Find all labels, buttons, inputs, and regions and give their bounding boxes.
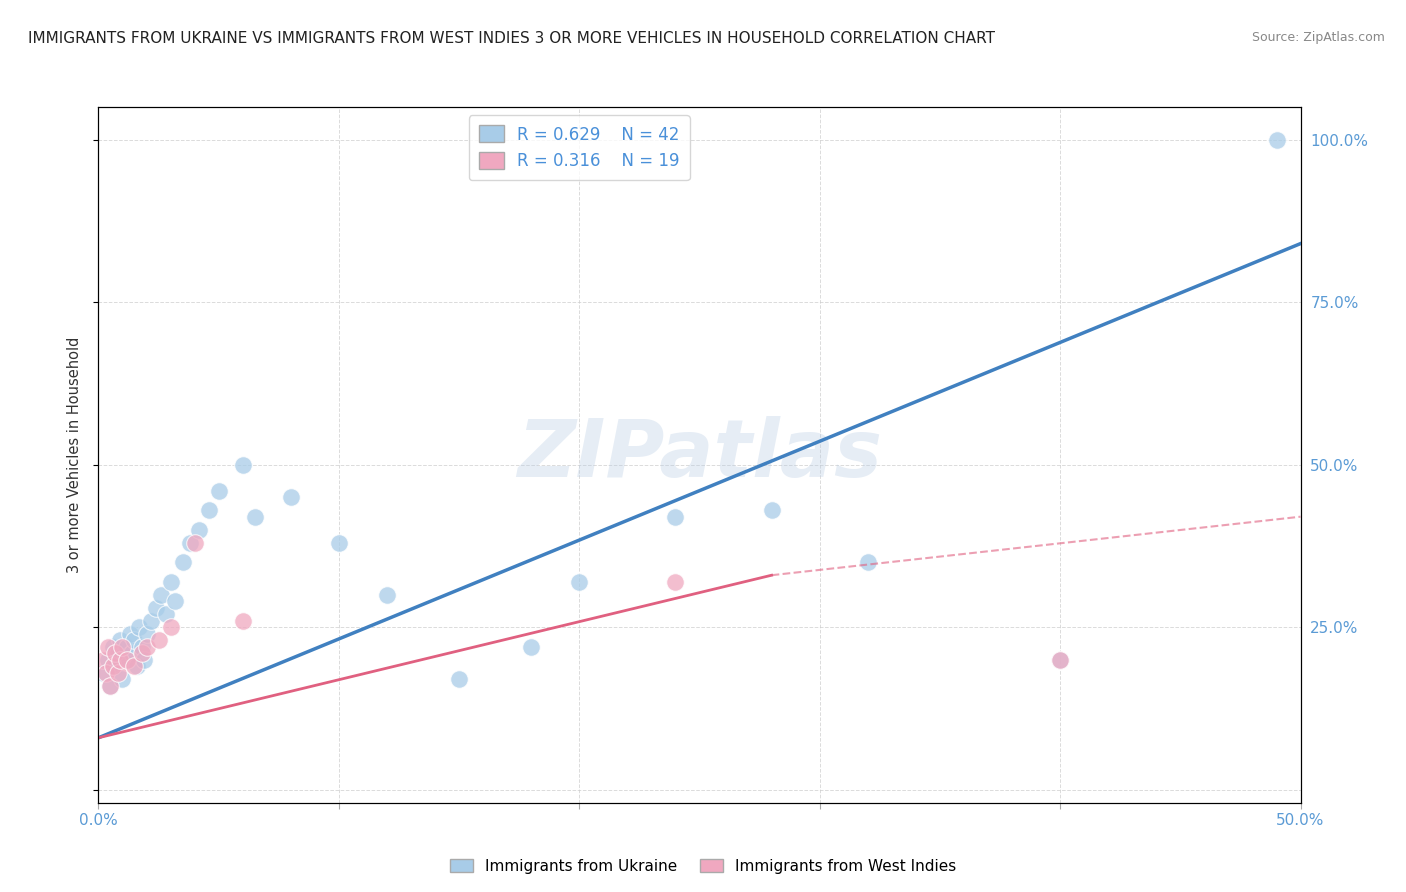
Point (328, 535, 350, 549)
Point (135, 640, 157, 654)
Point (97, 640, 120, 654)
Point (145, 600, 167, 615)
Point (1049, 653, 1071, 667)
Text: ZIPatlas: ZIPatlas (517, 416, 882, 494)
Point (856, 555, 879, 569)
Text: IMMIGRANTS FROM UKRAINE VS IMMIGRANTS FROM WEST INDIES 3 OR MORE VEHICLES IN HOU: IMMIGRANTS FROM UKRAINE VS IMMIGRANTS FR… (28, 31, 995, 46)
Point (104, 646, 127, 660)
Point (107, 665, 129, 680)
Point (664, 509, 686, 524)
Point (179, 535, 201, 549)
Point (111, 640, 134, 654)
Point (117, 640, 139, 654)
Point (148, 633, 170, 648)
Point (664, 574, 686, 589)
Point (232, 458, 254, 472)
Point (159, 574, 181, 589)
Point (101, 640, 124, 654)
Point (101, 659, 124, 673)
Point (520, 640, 543, 654)
Point (198, 503, 221, 517)
Point (118, 626, 141, 640)
Y-axis label: 3 or more Vehicles in Household: 3 or more Vehicles in Household (67, 337, 83, 573)
Point (111, 672, 134, 686)
Point (108, 633, 131, 648)
Point (124, 633, 146, 648)
Point (165, 594, 187, 608)
Point (97, 653, 120, 667)
Point (1265, 132, 1288, 146)
Point (280, 490, 302, 504)
Point (131, 646, 153, 660)
Point (128, 620, 150, 634)
Point (183, 535, 205, 549)
Point (91, 653, 114, 667)
Point (232, 614, 254, 628)
Point (107, 646, 129, 660)
Point (121, 646, 143, 660)
Point (188, 523, 211, 537)
Point (761, 503, 783, 517)
Legend: R = 0.629    N = 42, R = 0.316    N = 19: R = 0.629 N = 42, R = 0.316 N = 19 (468, 115, 690, 180)
Point (124, 659, 146, 673)
Point (447, 672, 470, 686)
Point (375, 588, 398, 602)
Point (208, 483, 231, 498)
Point (108, 653, 131, 667)
Point (100, 679, 122, 693)
Point (155, 607, 177, 622)
Point (1049, 653, 1071, 667)
Point (131, 640, 153, 654)
Legend: Immigrants from Ukraine, Immigrants from West Indies: Immigrants from Ukraine, Immigrants from… (443, 853, 963, 880)
Point (149, 588, 172, 602)
Point (125, 659, 148, 673)
Point (159, 620, 181, 634)
Point (117, 653, 139, 667)
Point (104, 659, 127, 673)
Point (100, 679, 122, 693)
Point (135, 626, 157, 640)
Point (114, 653, 136, 667)
Point (91, 665, 114, 680)
Point (94, 665, 117, 680)
Point (568, 574, 591, 589)
Point (141, 614, 163, 628)
Text: Source: ZipAtlas.com: Source: ZipAtlas.com (1251, 31, 1385, 45)
Point (243, 509, 266, 524)
Point (132, 653, 155, 667)
Point (172, 555, 194, 569)
